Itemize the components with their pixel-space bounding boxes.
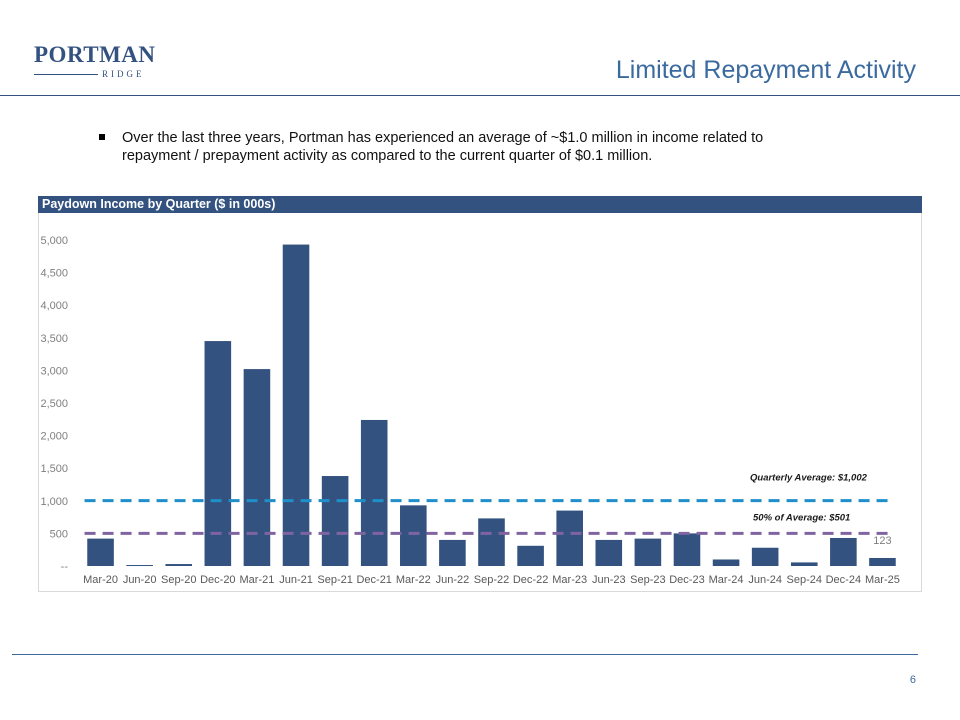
x-tick-label: Jun-20 xyxy=(123,574,157,586)
bar-jun-21 xyxy=(282,244,310,566)
bar-jun-22 xyxy=(439,539,466,566)
x-tick-label: Mar-23 xyxy=(552,574,587,586)
bar-mar-20 xyxy=(87,538,114,566)
bar-dec-24 xyxy=(830,537,857,566)
bullet-text: Over the last three years, Portman has e… xyxy=(122,130,764,164)
x-tick-label: Sep-21 xyxy=(317,574,352,586)
y-tick-label: 5,000 xyxy=(40,235,68,247)
bar-dec-23 xyxy=(673,533,701,566)
x-tick-label: Dec-22 xyxy=(513,574,548,586)
y-tick-label: 4,500 xyxy=(40,268,68,280)
bar-sep-22 xyxy=(478,518,505,566)
bar-dec-21 xyxy=(360,419,388,566)
x-tick-label: Sep-22 xyxy=(474,574,509,586)
half-average-label: 50% of Average: $501 xyxy=(753,512,850,523)
y-tick-label: 3,000 xyxy=(40,365,68,377)
portman-ridge-logo: PORTMAN RIDGE xyxy=(30,42,156,79)
bar-mar-24 xyxy=(712,559,740,566)
x-tick-label: Jun-23 xyxy=(592,574,626,586)
bullet-point: Over the last three years, Portman has e… xyxy=(99,129,799,165)
page-number: 6 xyxy=(909,674,916,686)
x-tick-label: Dec-23 xyxy=(669,574,704,586)
data-label: 123 xyxy=(873,535,891,547)
bar-jun-23 xyxy=(595,539,623,566)
x-tick-label: Mar-22 xyxy=(396,574,431,586)
bar-sep-20 xyxy=(165,564,193,566)
x-tick-label: Sep-20 xyxy=(161,574,196,586)
y-tick-label: 500 xyxy=(50,528,68,540)
y-tick-label: 3,500 xyxy=(40,333,68,345)
x-tick-label: Jun-21 xyxy=(279,574,313,586)
bar-mar-22 xyxy=(400,505,427,566)
y-tick-label: 2,000 xyxy=(40,431,68,443)
chart-title: Paydown Income by Quarter ($ in 000s) xyxy=(38,196,922,213)
logo-top-text: PORTMAN xyxy=(34,42,156,67)
x-tick-label: Dec-24 xyxy=(826,574,861,586)
y-tick-label: 1,500 xyxy=(40,463,68,475)
x-tick-label: Mar-25 xyxy=(865,574,900,586)
bar-sep-23 xyxy=(634,538,662,566)
x-tick-label: Sep-24 xyxy=(787,574,822,586)
bar-mar-21 xyxy=(243,369,271,566)
x-tick-label: Mar-20 xyxy=(83,574,118,586)
logo-rule xyxy=(34,73,98,75)
x-tick-label: Jun-22 xyxy=(436,574,470,586)
bullet-square-icon xyxy=(99,134,105,140)
bar-mar-23 xyxy=(556,510,583,566)
y-tick-label: -- xyxy=(61,561,69,573)
bar-sep-21 xyxy=(321,476,349,566)
bar-sep-24 xyxy=(790,562,818,566)
x-tick-label: Dec-20 xyxy=(200,574,235,586)
header-divider xyxy=(0,95,960,96)
bar-dec-20 xyxy=(204,341,232,566)
bar-dec-22 xyxy=(517,545,544,566)
footer-divider xyxy=(12,654,918,655)
x-tick-label: Jun-24 xyxy=(748,574,782,586)
quarterly-average-label: Quarterly Average: $1,002 xyxy=(750,473,868,484)
y-tick-label: 4,000 xyxy=(40,300,68,312)
x-tick-label: Dec-21 xyxy=(356,574,391,586)
x-tick-label: Mar-21 xyxy=(240,574,275,586)
bar-mar-25 xyxy=(869,557,896,566)
x-tick-label: Sep-23 xyxy=(630,574,665,586)
slide-title: Limited Repayment Activity xyxy=(615,56,916,84)
logo-bottom-text: RIDGE xyxy=(102,69,145,79)
bar-jun-20 xyxy=(126,565,153,567)
x-tick-label: Mar-24 xyxy=(709,574,744,586)
bar-jun-24 xyxy=(751,547,779,566)
y-tick-label: 1,000 xyxy=(40,496,68,508)
y-tick-label: 2,500 xyxy=(40,398,68,410)
